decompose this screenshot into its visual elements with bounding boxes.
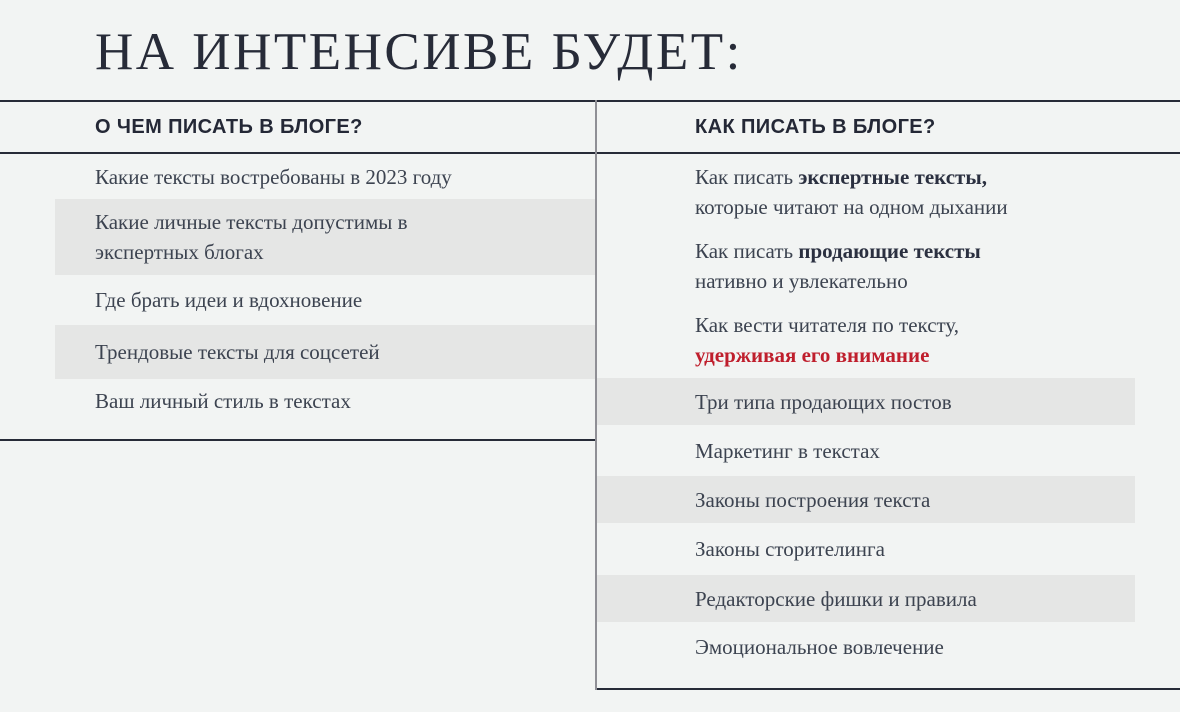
page-title: НА ИНТЕНСИВЕ БУДЕТ: [95,23,743,81]
list-item: Как вести читателя по тексту, удерживая е… [597,302,1180,378]
right-column-header: КАК ПИСАТЬ В БЛОГЕ? [695,115,936,138]
column-headers-row: О ЧЕМ ПИСАТЬ В БЛОГЕ? КАК ПИСАТЬ В БЛОГЕ… [0,102,1180,152]
text-segment: экспертные тексты, [798,165,988,189]
list-item-line: нативно и увлекательно [695,266,1180,296]
text-segment: Законы сторителинга [695,537,885,561]
left-column-header: О ЧЕМ ПИСАТЬ В БЛОГЕ? [95,115,363,138]
list-item: Редакторские фишки и правила [597,575,1135,622]
list-item: Какие личные тексты допустимы в экспертны… [55,199,595,275]
column-divider [595,100,597,690]
list-item-line: Эмоциональное вовлечение [695,632,1180,662]
header-underline-rule [0,152,1180,154]
list-item: Ваш личный стиль в текстах [0,379,595,422]
list-item-line: Маркетинг в текстах [695,436,1180,466]
text-segment: Какие тексты востребованы в 2023 году [95,164,452,189]
list-item: Законы построения текста [597,476,1135,523]
list-item: Законы сторителинга [597,523,1180,575]
list-item-line: Законы сторителинга [695,534,1180,564]
list-item-line: Как писать продающие тексты [695,236,1180,266]
text-segment: Как писать [695,239,799,263]
text-segment: Какие личные тексты допустимы в [95,210,408,234]
list-item-line: которые читают на одном дыхании [695,192,1180,222]
list-item-line: Где брать идеи и вдохновение [95,285,595,315]
left-column-list: Какие тексты востребованы в 2023 году Как… [0,154,595,441]
text-segment: Как писать [695,165,799,189]
list-item: Как писать продающие тексты нативно и увл… [597,230,1180,302]
list-item-line: Какие тексты востребованы в 2023 году [95,162,595,192]
text-segment: Трендовые тексты для соцсетей [95,340,380,364]
list-item-line: Какие личные тексты допустимы в [95,207,595,237]
text-segment: Ваш личный стиль в текстах [95,388,351,413]
list-item-line: экспертных блогах [95,237,595,267]
list-item-line: Законы построения текста [695,485,1135,515]
list-item-line: удерживая его внимание [695,340,1180,370]
text-segment: экспертных блогах [95,240,264,264]
text-segment: Редакторские фишки и правила [695,586,977,611]
list-item-line: Редакторские фишки и правила [695,584,1135,614]
text-segment: которые читают на одном дыхании [695,195,1008,219]
list-item: Три типа продающих постов [597,378,1135,425]
text-segment: Эмоциональное вовлечение [695,635,944,659]
list-item: Как писать экспертные тексты, которые чит… [597,154,1180,230]
text-segment: Три типа продающих постов [695,389,952,414]
text-segment: удерживая его внимание [695,343,930,367]
list-item-line: Трендовые тексты для соцсетей [95,337,595,367]
list-item-line: Как писать экспертные тексты, [695,162,1180,192]
list-item: Трендовые тексты для соцсетей [55,325,595,379]
list-item: Эмоциональное вовлечение [597,622,1180,672]
text-segment: продающие тексты [798,239,981,263]
list-item: Маркетинг в текстах [597,425,1180,476]
text-segment: Как вести читателя по тексту, [695,313,960,337]
list-item: Какие тексты востребованы в 2023 году [0,154,595,199]
list-item-line: Ваш личный стиль в текстах [95,386,595,416]
right-column-list: Как писать экспертные тексты, которые чит… [597,154,1180,690]
text-segment: Где брать идеи и вдохновение [95,288,363,312]
text-segment: Законы построения текста [695,487,931,512]
top-rule [0,100,1180,102]
list-item-line: Три типа продающих постов [695,387,1135,417]
list-item: Где брать идеи и вдохновение [0,275,595,325]
text-segment: Маркетинг в текстах [695,438,880,463]
list-item-line: Как вести читателя по тексту, [695,310,1180,340]
text-segment: нативно и увлекательно [695,269,908,293]
